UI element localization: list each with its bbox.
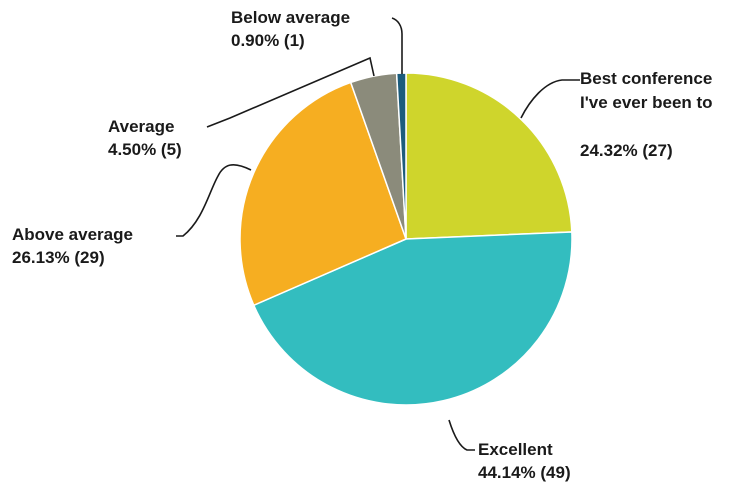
slice-label-1-line-0: Excellent <box>478 440 553 459</box>
slice-label-0-line-0: Best conference <box>580 69 712 88</box>
leader-line-1 <box>448 419 475 451</box>
leader-line-2 <box>176 163 252 237</box>
pie-slice-0 <box>405 72 573 240</box>
pie-slices <box>239 72 573 406</box>
pie-slice-1 <box>252 231 573 406</box>
slice-value-label-1: 44.14% (49) <box>478 463 571 482</box>
slice-label-4-line-0: Below average <box>231 8 350 27</box>
leader-lines <box>176 17 580 451</box>
slice-label-2-line-0: Above average <box>12 225 133 244</box>
slice-value-label-3: 4.50% (5) <box>108 140 182 159</box>
leader-line-3 <box>206 56 375 128</box>
slice-labels: Best conference I've ever been to 24.32% (… <box>12 8 713 482</box>
slice-value-label-4: 0.90% (1) <box>231 31 305 50</box>
slice-label-3-line-0: Average <box>108 117 174 136</box>
slice-label-0-line-1: I've ever been to <box>580 93 713 112</box>
leader-line-0 <box>520 79 580 119</box>
slice-value-label-0: 24.32% (27) <box>580 141 673 160</box>
slice-value-label-2: 26.13% (29) <box>12 248 105 267</box>
pie-slice-2 <box>239 81 407 307</box>
leader-line-4 <box>391 17 403 74</box>
